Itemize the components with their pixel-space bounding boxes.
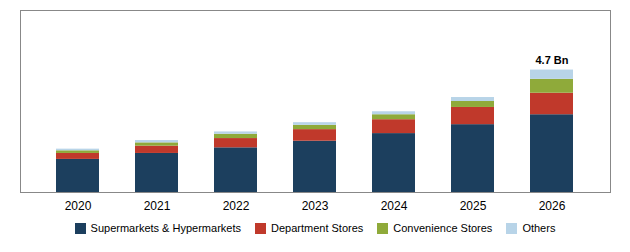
html-text:Convenience Stores: Convenience Stores	[393, 222, 493, 234]
svg-text:2022: 2022	[223, 199, 250, 213]
html-text:Others: Others	[522, 222, 556, 234]
html-text:Department Stores: Department Stores	[271, 222, 364, 234]
svg-text:2023: 2023	[302, 199, 329, 213]
svg-text:2024: 2024	[381, 199, 408, 213]
svg-text:2020: 2020	[65, 199, 92, 213]
svg-text:2026: 2026	[539, 199, 566, 213]
svg-text:2021: 2021	[144, 199, 171, 213]
svg-text:2025: 2025	[460, 199, 487, 213]
svg-text:4.7 Bn: 4.7 Bn	[535, 54, 568, 66]
html-text:Supermarkets & Hypermarkets: Supermarkets & Hypermarkets	[90, 222, 241, 234]
